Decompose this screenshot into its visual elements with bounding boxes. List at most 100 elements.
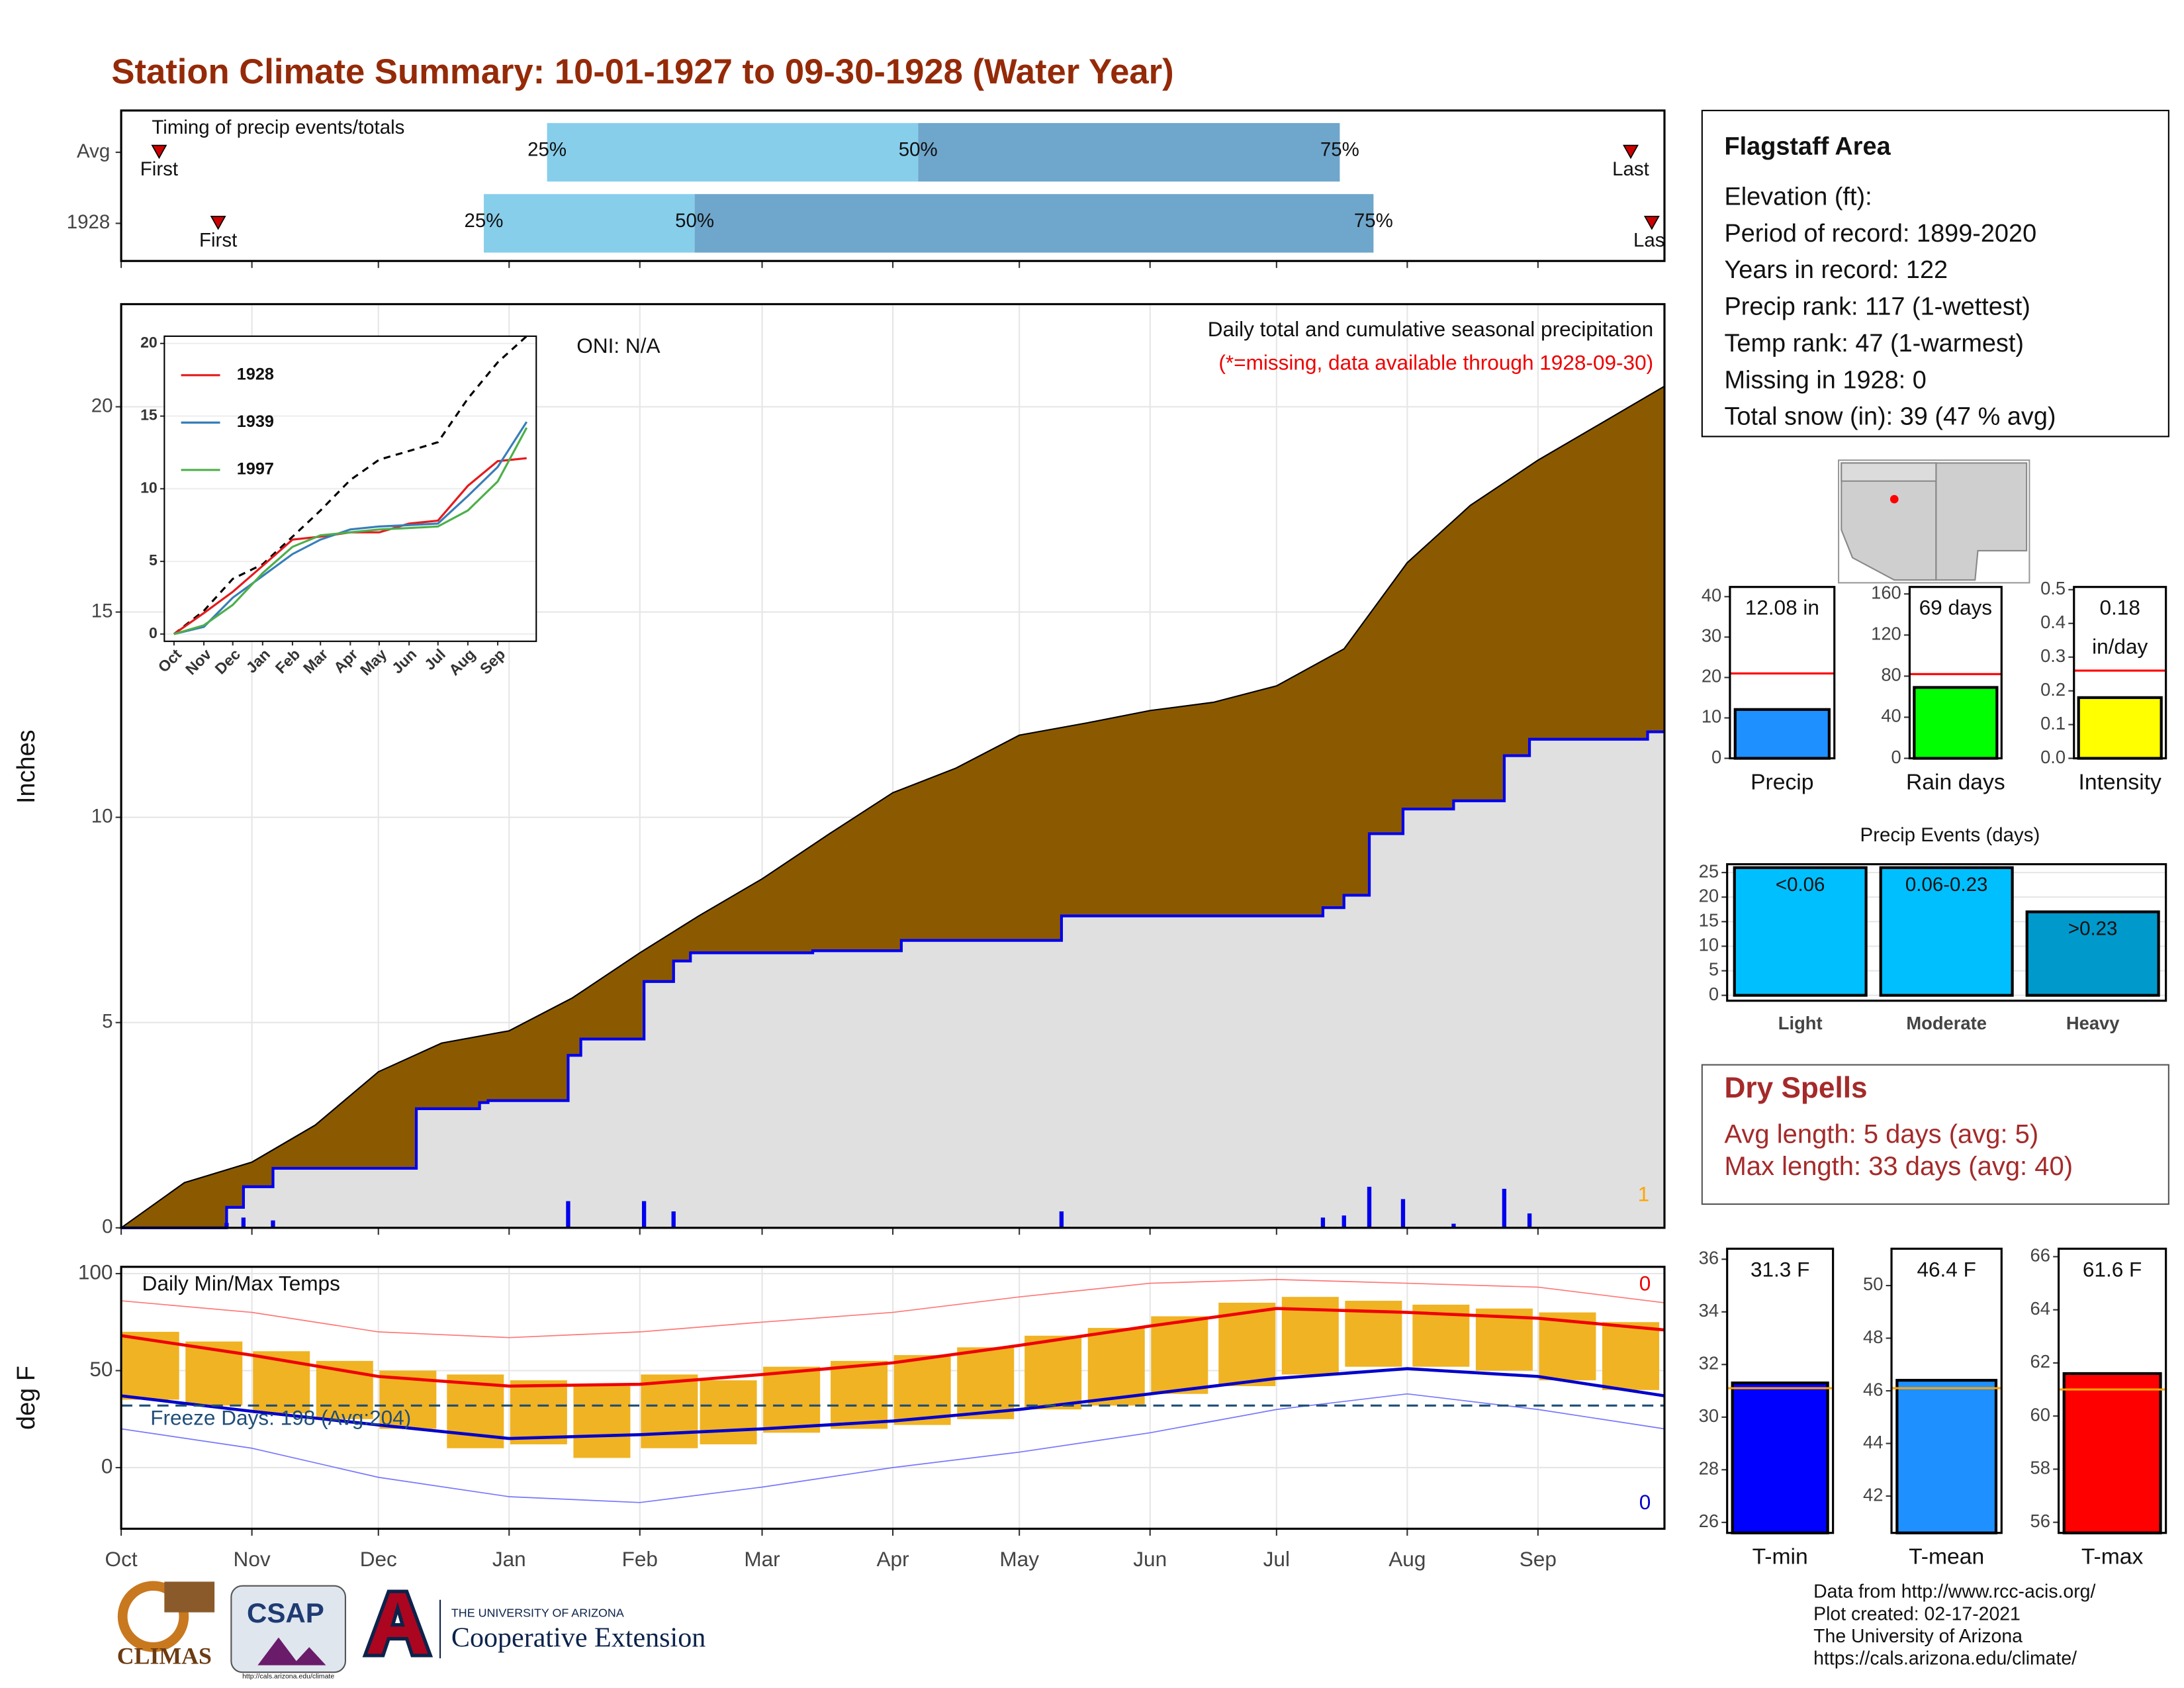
- corner-note: 1: [1638, 1182, 1650, 1206]
- csap-logo: [230, 1585, 346, 1673]
- legend-label: 1939: [237, 412, 274, 431]
- y-tick-label: 0: [1891, 747, 1901, 767]
- y-tick-label: 0: [101, 1454, 113, 1477]
- daily-temp-range: [573, 1385, 631, 1458]
- daily-precip-bar: [671, 1211, 676, 1228]
- daily-temp-range: [1024, 1335, 1082, 1410]
- value-label: 46.4 F: [1917, 1257, 1976, 1281]
- event-label: First: [199, 230, 237, 252]
- temp-line: [120, 1393, 1665, 1503]
- dry-spell-line: Max length: 33 days (avg: 40): [1724, 1152, 2073, 1181]
- daily-precip-bar: [1320, 1217, 1326, 1228]
- value-label: 31.3 F: [1751, 1257, 1809, 1281]
- bar-frame: [1908, 586, 2003, 760]
- y-tick-label: 10: [91, 805, 113, 827]
- event-label: Last: [1612, 158, 1649, 180]
- range-label: 0.06-0.23: [1905, 874, 1987, 896]
- percentile-label: 75%: [1354, 210, 1393, 232]
- daily-temp-range: [641, 1374, 698, 1448]
- y-tick-label: 0.1: [2040, 713, 2066, 733]
- percentile-label: 50%: [675, 210, 714, 232]
- event-marker: [1623, 144, 1639, 160]
- footer-line: The University of Arizona: [1813, 1626, 2023, 1647]
- footer-line: Plot created: 02-17-2021: [1813, 1603, 2021, 1624]
- y-tick-label: 20: [1702, 666, 1721, 686]
- info-line: Temp rank: 47 (1-warmest): [1724, 330, 2024, 357]
- record-high-count: 0: [1639, 1271, 1651, 1295]
- series-line: [173, 421, 528, 635]
- y-tick-label: 30: [1699, 1405, 1719, 1426]
- bar: [1733, 708, 1831, 760]
- daily-precip-bar: [566, 1201, 570, 1228]
- bar-frame: [1726, 1247, 1835, 1534]
- y-tick-label: 15: [140, 406, 158, 424]
- event-marker: [210, 216, 226, 230]
- timing-clip: 25% 50% 75% First Last 25% 50% 75% First Last: [140, 122, 1664, 253]
- y-tick-label: 58: [2030, 1458, 2050, 1478]
- chart-title: Daily total and cumulative seasonal prec…: [1208, 317, 1653, 341]
- y-tick-label: 0: [1711, 747, 1721, 767]
- y-tick-label: 5: [149, 551, 158, 569]
- dry-spell-line: Avg length: 5 days (avg: 5): [1724, 1119, 2038, 1149]
- oni-note: ONI: N/A: [576, 334, 660, 357]
- bar: [2077, 696, 2163, 760]
- x-tick-label: Dec: [360, 1547, 397, 1571]
- footer-line: Data from http://www.rcc-acis.org/: [1813, 1581, 2095, 1603]
- coop-label: Cooperative Extension: [451, 1622, 705, 1653]
- series-line: [173, 427, 528, 635]
- y-tick-label: 42: [1863, 1484, 1883, 1505]
- y-tick-label: 30: [1702, 626, 1721, 646]
- daily-temp-range: [957, 1347, 1015, 1419]
- value-label: 12.08 in: [1745, 596, 1819, 620]
- info-line: Precip rank: 117 (1-wettest): [1724, 293, 2030, 321]
- value-label: 61.6 F: [2083, 1257, 2142, 1281]
- x-tick-label: Feb: [622, 1547, 658, 1571]
- csap-label: CSAP: [247, 1597, 324, 1628]
- y-tick-label: 100: [78, 1260, 113, 1284]
- x-tick-label: Nov: [234, 1547, 271, 1571]
- info-box: [1701, 109, 2169, 438]
- y-tick-label: 0.4: [2040, 612, 2066, 632]
- daily-precip-bar: [1527, 1213, 1532, 1228]
- range-lower: [547, 122, 919, 182]
- event-marker: [1643, 216, 1660, 230]
- x-tick-label: Oct: [105, 1547, 138, 1571]
- daily-precip-bar: [1367, 1186, 1372, 1228]
- y-tick-label: 80: [1881, 665, 1901, 685]
- y-tick-label: 60: [2030, 1404, 2050, 1425]
- bar-frame: [2058, 1247, 2167, 1534]
- y-tick-label: 28: [1699, 1458, 1719, 1479]
- y-tick-label: 50: [1863, 1274, 1883, 1294]
- timing-frame: [120, 109, 1666, 262]
- bar: [1895, 1379, 1998, 1534]
- y-tick-label: 56: [2030, 1511, 2050, 1531]
- info-title: Flagstaff Area: [1724, 133, 1891, 161]
- dry-spells-box: [1701, 1064, 2169, 1205]
- legend-label: 1997: [237, 460, 274, 479]
- y-tick-label: 0: [102, 1216, 113, 1238]
- daily-temp-range: [831, 1360, 888, 1429]
- category-label: Rain days: [1906, 770, 2005, 794]
- y-tick-label: 62: [2030, 1351, 2050, 1372]
- csap-url: http://cals.arizona.edu/climate: [242, 1672, 334, 1680]
- category-label: T-max: [2081, 1544, 2144, 1569]
- daily-precip-bar: [1059, 1211, 1064, 1228]
- climas-logo-block: [164, 1581, 215, 1613]
- info-line: Elevation (ft):: [1724, 183, 1872, 211]
- y-tick-label: 0: [149, 624, 158, 641]
- value-label: 69 days: [1919, 596, 1993, 620]
- x-tick-label: Jul: [1263, 1547, 1290, 1571]
- events-title: Precip Events (days): [1860, 824, 2040, 846]
- y-tick-label: 46: [1863, 1379, 1883, 1399]
- y-tick-label: 160: [1871, 582, 1901, 602]
- temp-line: [121, 1279, 1665, 1338]
- map-newmexico: [1935, 462, 2028, 581]
- daily-precip-bar: [1502, 1188, 1507, 1228]
- x-tick-label: Apr: [876, 1547, 909, 1571]
- info-line: Missing in 1928: 0: [1724, 366, 1926, 394]
- daily-temp-range: [510, 1380, 567, 1444]
- y-tick-label: 20: [91, 395, 113, 416]
- freeze-label: Freeze Days: 198 (Avg:204): [150, 1406, 411, 1430]
- y-tick-label: 64: [2030, 1298, 2050, 1319]
